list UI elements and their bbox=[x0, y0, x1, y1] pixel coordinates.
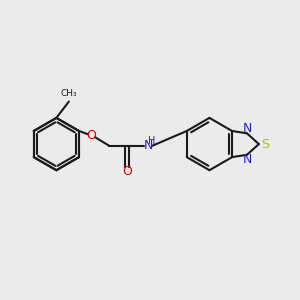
Text: S: S bbox=[261, 138, 269, 151]
Text: CH₃: CH₃ bbox=[61, 89, 77, 98]
Text: N: N bbox=[243, 153, 253, 166]
Text: N: N bbox=[243, 122, 253, 135]
Text: O: O bbox=[87, 129, 96, 142]
Text: H: H bbox=[148, 136, 155, 146]
Text: N: N bbox=[143, 139, 153, 152]
Text: O: O bbox=[122, 166, 132, 178]
